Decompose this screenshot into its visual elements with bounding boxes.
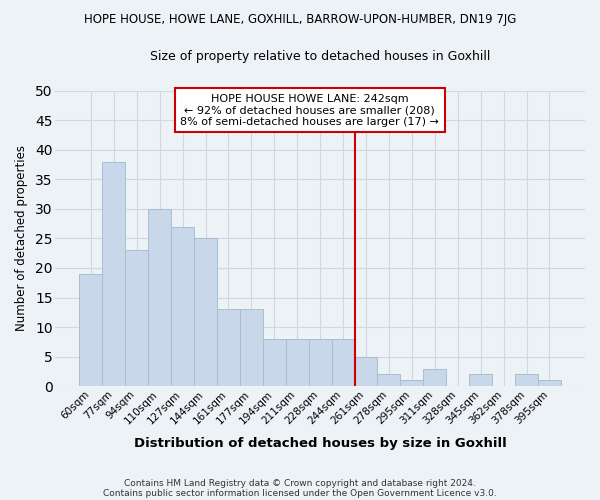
Text: HOPE HOUSE, HOWE LANE, GOXHILL, BARROW-UPON-HUMBER, DN19 7JG: HOPE HOUSE, HOWE LANE, GOXHILL, BARROW-U…	[84, 12, 516, 26]
Bar	[194, 238, 217, 386]
Bar	[171, 226, 194, 386]
Text: Contains HM Land Registry data © Crown copyright and database right 2024.: Contains HM Land Registry data © Crown c…	[124, 478, 476, 488]
Y-axis label: Number of detached properties: Number of detached properties	[15, 146, 28, 332]
Bar	[515, 374, 538, 386]
Bar	[125, 250, 148, 386]
Bar	[263, 339, 286, 386]
Bar	[148, 209, 171, 386]
Bar	[240, 310, 263, 386]
Bar	[355, 356, 377, 386]
Title: Size of property relative to detached houses in Goxhill: Size of property relative to detached ho…	[150, 50, 490, 63]
Bar	[538, 380, 561, 386]
Text: Contains public sector information licensed under the Open Government Licence v3: Contains public sector information licen…	[103, 488, 497, 498]
Bar	[103, 162, 125, 386]
Text: HOPE HOUSE HOWE LANE: 242sqm
← 92% of detached houses are smaller (208)
8% of se: HOPE HOUSE HOWE LANE: 242sqm ← 92% of de…	[180, 94, 439, 126]
Bar	[286, 339, 309, 386]
Bar	[469, 374, 492, 386]
Bar	[217, 310, 240, 386]
Bar	[400, 380, 424, 386]
Bar	[377, 374, 400, 386]
Bar	[309, 339, 332, 386]
Bar	[424, 368, 446, 386]
X-axis label: Distribution of detached houses by size in Goxhill: Distribution of detached houses by size …	[134, 437, 506, 450]
Bar	[79, 274, 103, 386]
Bar	[332, 339, 355, 386]
